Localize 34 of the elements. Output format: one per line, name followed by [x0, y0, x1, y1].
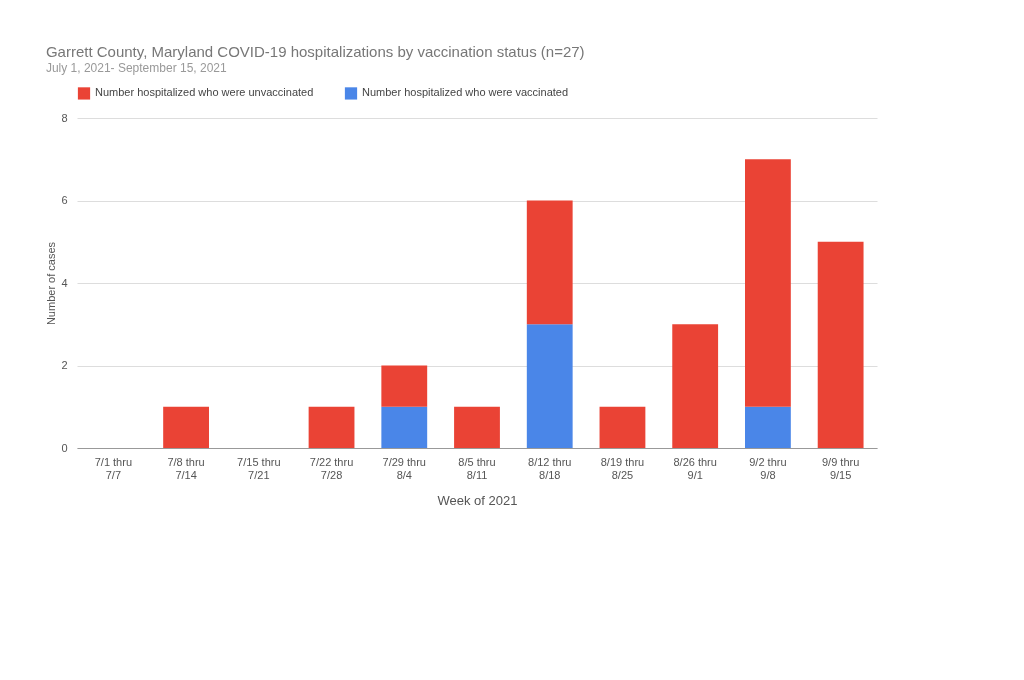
x-axis-title: Week of 2021	[437, 492, 518, 508]
x-tick-label: 8/5 thru 8/11	[458, 455, 496, 481]
bar	[308, 406, 355, 448]
bar	[745, 159, 791, 407]
bar	[745, 406, 791, 448]
x-tick-label: 8/19 thru 8/25	[600, 455, 645, 481]
x-tick-label: 7/1 thru 7/7	[94, 455, 133, 481]
bar	[454, 406, 500, 448]
x-tick-label: 8/26 thru 9/1	[673, 455, 717, 481]
bar	[163, 406, 209, 448]
y-tick-label: 2	[61, 359, 68, 371]
legend-label: Number hospitalized who were vaccinated	[362, 86, 569, 99]
y-tick-label: 8	[61, 111, 68, 124]
bar	[672, 324, 719, 448]
y-tick-label: 6	[61, 194, 68, 206]
bar	[526, 200, 573, 325]
bar	[381, 406, 428, 448]
chart-title: Garrett County, Maryland COVID-19 hospitalizations by vaccination status (n=27)	[45, 43, 585, 60]
bar	[381, 365, 428, 407]
y-tick-label: 4	[61, 276, 68, 289]
x-tick-label: 9/2 thru 9/8	[749, 455, 787, 481]
chart-subtitle: July 1, 2021- September 15, 2021	[45, 61, 227, 75]
x-tick-label: 8/12 thru 8/18	[528, 455, 572, 481]
x-tick-label: 7/15 thru 7/21	[237, 455, 281, 481]
y-axis-title: Number of cases	[45, 241, 58, 326]
x-tick-label: 7/22 thru 7/28	[309, 455, 354, 481]
y-tick-label: 0	[61, 441, 68, 454]
x-tick-label: 7/29 thru 8/4	[382, 455, 426, 481]
legend-label: Number hospitalized who were unvaccinated	[95, 86, 314, 99]
x-tick-label: 7/8 thru 7/14	[167, 455, 205, 481]
x-tick-label: 9/9 thru 9/15	[821, 455, 860, 481]
bar	[526, 324, 573, 448]
bar	[599, 406, 646, 448]
bar	[817, 241, 864, 448]
